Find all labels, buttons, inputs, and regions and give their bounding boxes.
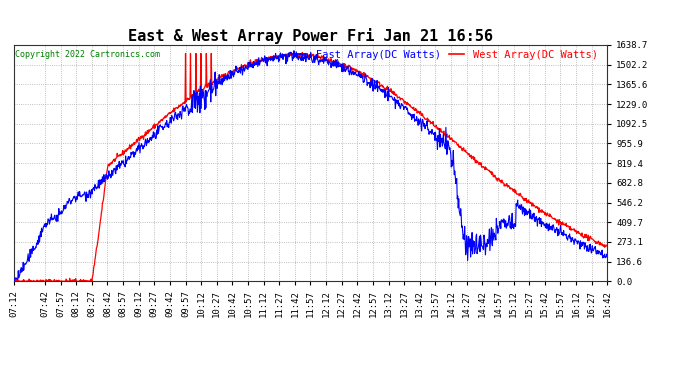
Title: East & West Array Power Fri Jan 21 16:56: East & West Array Power Fri Jan 21 16:56 — [128, 28, 493, 44]
Legend: East Array(DC Watts), West Array(DC Watts): East Array(DC Watts), West Array(DC Watt… — [288, 45, 602, 64]
Text: Copyright 2022 Cartronics.com: Copyright 2022 Cartronics.com — [15, 50, 160, 59]
